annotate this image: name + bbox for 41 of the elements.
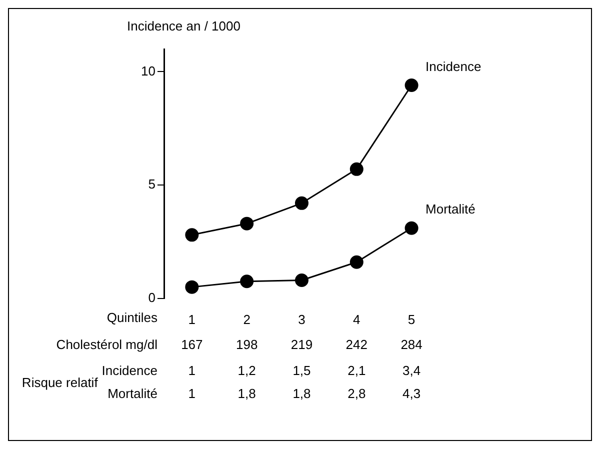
y-axis-title: Incidence an / 1000 <box>127 18 240 34</box>
text: 2,8 <box>348 386 366 401</box>
text: Incidence <box>102 362 158 378</box>
text: 4,3 <box>402 386 421 401</box>
text: 1 <box>188 362 196 378</box>
text: Mortalité <box>108 386 158 401</box>
text: Risque relatif <box>22 374 98 390</box>
text: 2,1 <box>348 362 366 378</box>
point <box>350 162 364 176</box>
y-tick-label: 0 <box>148 290 156 305</box>
point <box>240 216 254 230</box>
text: 1 <box>188 386 196 401</box>
point <box>294 274 308 288</box>
x-tick-label: 2 <box>243 312 250 327</box>
series-label: Incidence <box>426 58 482 74</box>
point <box>240 274 254 288</box>
text: 1,8 <box>238 386 256 401</box>
point <box>294 196 308 210</box>
x-tick-label: 4 <box>353 312 360 327</box>
text: Cholestérol mg/dl <box>56 336 158 352</box>
text: 198 <box>236 336 258 352</box>
x-tick-label: 3 <box>298 312 306 327</box>
series-label: Mortalité <box>426 202 476 217</box>
text: 284 <box>400 336 422 352</box>
point <box>404 78 418 92</box>
x-tick-label: 1 <box>188 312 196 327</box>
point <box>185 228 199 242</box>
y-tick-label: 5 <box>148 176 156 192</box>
point <box>350 255 364 269</box>
point <box>185 280 199 294</box>
text: 219 <box>290 336 313 352</box>
text: 1,5 <box>292 362 311 378</box>
y-tick-label: 10 <box>140 63 156 78</box>
text: 3,4 <box>402 362 421 378</box>
text: 1,8 <box>292 386 311 401</box>
text: 242 <box>346 336 368 352</box>
text: 167 <box>181 336 203 352</box>
point <box>404 221 418 235</box>
text: 1,2 <box>238 362 256 378</box>
x-tick-label: 5 <box>408 312 416 327</box>
x-axis-title: Quintiles <box>106 310 158 325</box>
